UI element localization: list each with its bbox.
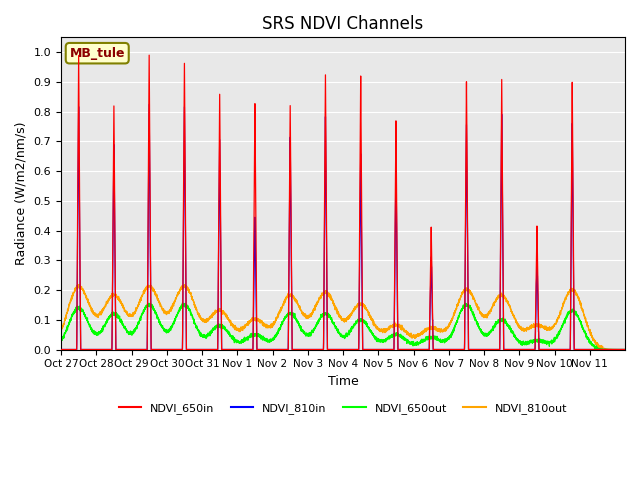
NDVI_810out — [401, 328, 409, 334]
Line: NDVI_810in: NDVI_810in — [61, 105, 625, 349]
NDVI_810out — [323, 290, 330, 296]
NDVI_810out — [488, 306, 495, 312]
NDVI_650in — [323, 187, 330, 193]
Title: SRS NDVI Channels: SRS NDVI Channels — [262, 15, 424, 33]
NDVI_650out — [621, 347, 629, 352]
NDVI_810out — [76, 282, 83, 288]
NDVI_810out — [621, 347, 629, 352]
NDVI_810in — [621, 347, 629, 352]
NDVI_810out — [274, 314, 282, 320]
NDVI_810out — [386, 324, 394, 330]
NDVI_650out — [323, 311, 330, 317]
NDVI_650out — [77, 308, 84, 314]
NDVI_650out — [488, 328, 495, 334]
NDVI_810out — [57, 327, 65, 333]
Line: NDVI_810out: NDVI_810out — [61, 285, 625, 349]
NDVI_810in — [57, 347, 65, 352]
NDVI_650out — [591, 347, 599, 352]
NDVI_650out — [57, 338, 65, 344]
NDVI_650in — [57, 347, 65, 352]
NDVI_810in — [323, 214, 330, 220]
Text: MB_tule: MB_tule — [70, 47, 125, 60]
NDVI_650out — [386, 335, 394, 340]
NDVI_810in — [488, 347, 495, 352]
NDVI_650out — [179, 300, 186, 306]
NDVI_650out — [274, 328, 282, 334]
X-axis label: Time: Time — [328, 375, 358, 388]
NDVI_810in — [77, 347, 84, 352]
NDVI_650in — [621, 347, 629, 352]
NDVI_810in — [386, 347, 394, 352]
NDVI_650in — [77, 347, 84, 352]
NDVI_810in — [145, 102, 153, 108]
Line: NDVI_650in: NDVI_650in — [61, 55, 625, 349]
NDVI_650in — [145, 52, 153, 58]
NDVI_810out — [77, 285, 84, 291]
NDVI_650in — [401, 347, 409, 352]
Legend: NDVI_650in, NDVI_810in, NDVI_650out, NDVI_810out: NDVI_650in, NDVI_810in, NDVI_650out, NDV… — [115, 399, 572, 419]
NDVI_650in — [386, 347, 394, 352]
NDVI_650in — [274, 347, 282, 352]
NDVI_810in — [401, 347, 409, 352]
NDVI_650out — [401, 336, 409, 342]
Line: NDVI_650out: NDVI_650out — [61, 303, 625, 349]
NDVI_810in — [274, 347, 282, 352]
NDVI_650in — [488, 347, 495, 352]
Y-axis label: Radiance (W/m2/nm/s): Radiance (W/m2/nm/s) — [15, 121, 28, 265]
